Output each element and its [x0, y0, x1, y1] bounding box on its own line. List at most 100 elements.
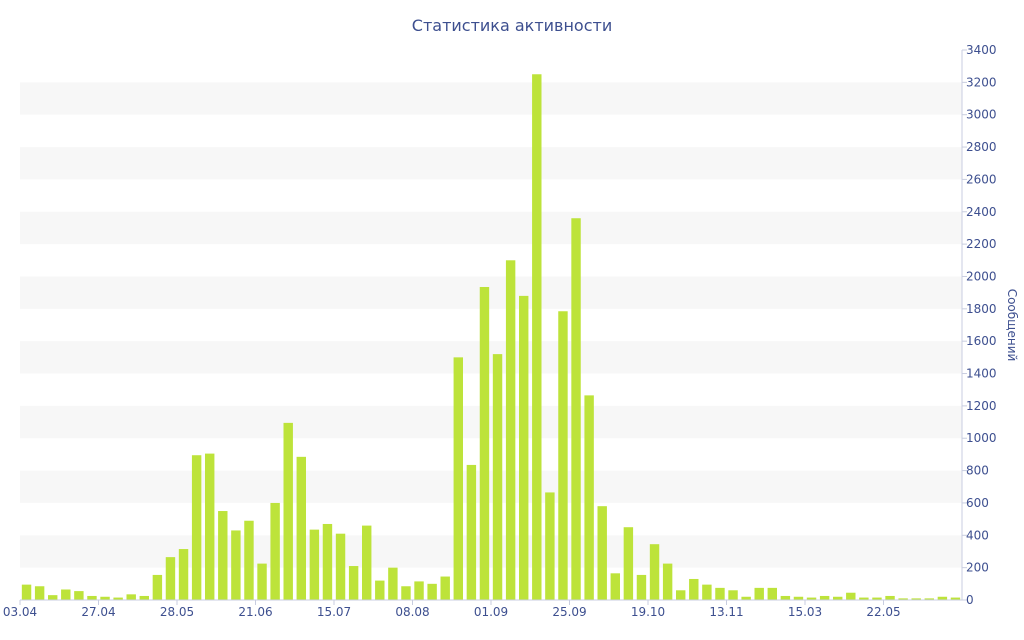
bar — [152, 574, 163, 600]
bar — [519, 295, 529, 600]
bar — [34, 586, 45, 600]
bar — [348, 566, 359, 600]
grid-band — [20, 82, 962, 115]
bar — [649, 544, 660, 600]
y-tick-label: 600 — [966, 496, 989, 510]
y-tick-label: 1600 — [966, 334, 997, 348]
bar — [427, 583, 437, 600]
bar — [21, 584, 32, 600]
bar — [924, 598, 934, 600]
bar — [401, 586, 411, 600]
chart-title: Статистика активности — [412, 16, 612, 35]
x-tick-label: 03.04 — [3, 605, 37, 619]
y-tick-label: 3000 — [966, 108, 997, 122]
bar — [492, 354, 503, 600]
bar — [702, 584, 712, 600]
y-tick-label: 3200 — [966, 75, 997, 89]
bar — [48, 595, 58, 600]
bar — [846, 592, 856, 600]
grid-bands — [20, 82, 962, 568]
y-tick-label: 1200 — [966, 399, 997, 413]
bar — [165, 557, 176, 600]
x-tick-label: 21.06 — [238, 605, 272, 619]
x-tick-label: 08.08 — [395, 605, 429, 619]
x-axis-ticks: 03.04 27.04 28.05 21.06 15.07 08.08 01.09 25.09… — [3, 600, 901, 619]
x-tick-label: 13.11 — [709, 605, 743, 619]
bar — [728, 590, 738, 600]
bar — [676, 590, 686, 600]
bar — [74, 591, 84, 600]
grid-band — [20, 341, 962, 374]
bar — [937, 596, 948, 600]
y-tick-label: 3400 — [966, 43, 997, 57]
x-tick-label: 28.05 — [160, 605, 194, 619]
bar — [126, 594, 136, 600]
grid-band — [20, 405, 962, 439]
bar — [375, 580, 385, 600]
bar — [178, 549, 189, 600]
y-tick-label: 1000 — [966, 431, 997, 445]
grid-band — [20, 470, 962, 503]
bar — [466, 464, 477, 600]
x-tick-label: 25.09 — [552, 605, 586, 619]
bar — [191, 455, 202, 600]
bar — [335, 533, 346, 600]
bar — [113, 597, 123, 600]
grid-band — [20, 147, 962, 180]
bar — [754, 587, 764, 600]
y-tick-label: 400 — [966, 528, 989, 542]
bar — [636, 574, 647, 600]
x-tick-label: 15.03 — [788, 605, 822, 619]
bar — [296, 456, 306, 600]
x-tick-label: 15.07 — [317, 605, 351, 619]
bar — [597, 506, 607, 600]
y-tick-label: 2200 — [966, 237, 997, 251]
bar — [715, 587, 725, 600]
bar — [558, 311, 568, 600]
y-tick-label: 2600 — [966, 172, 997, 186]
bar — [950, 597, 961, 600]
bar — [87, 595, 97, 600]
bar — [270, 502, 280, 600]
bar — [885, 595, 895, 600]
bar — [505, 260, 516, 600]
bar — [61, 589, 71, 600]
bar — [793, 596, 804, 600]
bar — [139, 595, 149, 600]
bar — [362, 525, 372, 600]
bar — [283, 422, 293, 600]
bar — [388, 567, 398, 600]
y-tick-label: 200 — [966, 561, 989, 575]
bar — [898, 598, 908, 600]
bar — [440, 576, 450, 600]
bar — [571, 218, 581, 601]
bar — [767, 587, 777, 600]
bar — [610, 573, 620, 600]
bar — [689, 578, 699, 600]
bar — [218, 511, 228, 600]
bar — [741, 596, 751, 600]
bar — [309, 529, 320, 600]
bar — [911, 598, 921, 600]
y-tick-label: 2400 — [966, 205, 997, 219]
x-tick-label: 27.04 — [81, 605, 115, 619]
bar — [479, 286, 490, 600]
y-tick-label: 2000 — [966, 269, 997, 283]
bar — [806, 597, 817, 600]
bar — [244, 520, 254, 600]
y-tick-label: 800 — [966, 464, 989, 478]
grid-band — [20, 276, 962, 309]
bar — [859, 597, 869, 600]
bar — [322, 523, 333, 600]
bar — [545, 492, 555, 600]
bar — [780, 595, 791, 600]
bar — [414, 581, 424, 600]
y-axis-label: Сообщений — [1005, 289, 1019, 362]
x-tick-label: 01.09 — [474, 605, 508, 619]
y-tick-label: 2800 — [966, 140, 997, 154]
bar — [257, 563, 267, 600]
y-tick-label: 1800 — [966, 302, 997, 316]
y-tick-label: 1400 — [966, 367, 997, 381]
bar — [872, 597, 882, 600]
